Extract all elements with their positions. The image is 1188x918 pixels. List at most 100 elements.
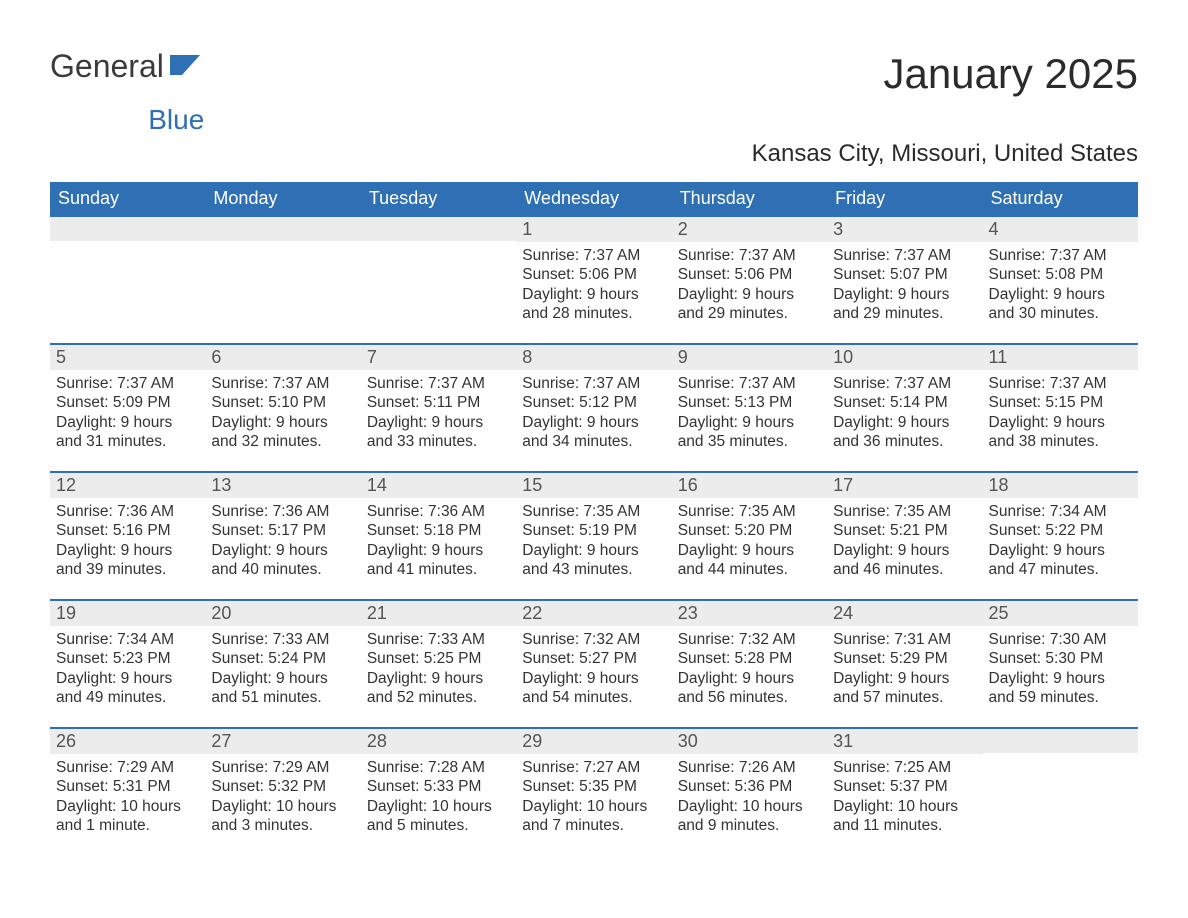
- day-detail-line: Daylight: 10 hours: [522, 797, 665, 816]
- logo-word2: Blue: [46, 104, 204, 136]
- day-detail-line: Sunset: 5:28 PM: [678, 649, 821, 668]
- day-detail-line: Sunset: 5:15 PM: [989, 393, 1132, 412]
- day-number-bar: 27: [205, 727, 360, 754]
- day-detail-line: Sunrise: 7:37 AM: [56, 374, 199, 393]
- calendar-cell: 20Sunrise: 7:33 AMSunset: 5:24 PMDayligh…: [205, 599, 360, 727]
- day-detail-line: Daylight: 9 hours: [522, 541, 665, 560]
- calendar-cell: 30Sunrise: 7:26 AMSunset: 5:36 PMDayligh…: [672, 727, 827, 855]
- day-number-bar: 2: [672, 215, 827, 242]
- weekday-header: Sunday: [50, 182, 205, 215]
- day-detail-line: Daylight: 9 hours: [211, 413, 354, 432]
- day-detail-line: Daylight: 9 hours: [833, 285, 976, 304]
- day-detail-line: and 41 minutes.: [367, 560, 510, 579]
- day-detail-line: and 49 minutes.: [56, 688, 199, 707]
- day-detail-line: and 9 minutes.: [678, 816, 821, 835]
- day-detail-line: Sunset: 5:12 PM: [522, 393, 665, 412]
- day-detail-line: and 28 minutes.: [522, 304, 665, 323]
- day-detail-line: and 29 minutes.: [678, 304, 821, 323]
- day-detail-line: and 38 minutes.: [989, 432, 1132, 451]
- day-detail-line: Daylight: 9 hours: [211, 541, 354, 560]
- calendar-cell: 21Sunrise: 7:33 AMSunset: 5:25 PMDayligh…: [361, 599, 516, 727]
- day-detail-line: Daylight: 9 hours: [833, 669, 976, 688]
- calendar-cell: 28Sunrise: 7:28 AMSunset: 5:33 PMDayligh…: [361, 727, 516, 855]
- day-detail-line: Sunrise: 7:32 AM: [522, 630, 665, 649]
- day-number-bar: 13: [205, 471, 360, 498]
- page-subtitle: Kansas City, Missouri, United States: [50, 140, 1138, 168]
- day-number-bar: 17: [827, 471, 982, 498]
- weekday-header: Saturday: [983, 182, 1138, 215]
- day-details: Sunrise: 7:37 AMSunset: 5:08 PMDaylight:…: [983, 242, 1138, 332]
- day-details: Sunrise: 7:37 AMSunset: 5:15 PMDaylight:…: [983, 370, 1138, 460]
- day-details: Sunrise: 7:29 AMSunset: 5:32 PMDaylight:…: [205, 754, 360, 844]
- weekday-header: Wednesday: [516, 182, 671, 215]
- day-details: Sunrise: 7:37 AMSunset: 5:09 PMDaylight:…: [50, 370, 205, 460]
- calendar-cell: 13Sunrise: 7:36 AMSunset: 5:17 PMDayligh…: [205, 471, 360, 599]
- day-number-bar: 22: [516, 599, 671, 626]
- day-detail-line: Sunset: 5:37 PM: [833, 777, 976, 796]
- day-detail-line: Daylight: 10 hours: [678, 797, 821, 816]
- day-detail-line: Sunrise: 7:26 AM: [678, 758, 821, 777]
- day-detail-line: Sunset: 5:35 PM: [522, 777, 665, 796]
- day-detail-line: Daylight: 9 hours: [989, 285, 1132, 304]
- calendar-week: 19Sunrise: 7:34 AMSunset: 5:23 PMDayligh…: [50, 599, 1138, 727]
- day-details: Sunrise: 7:33 AMSunset: 5:24 PMDaylight:…: [205, 626, 360, 716]
- day-detail-line: Sunrise: 7:37 AM: [367, 374, 510, 393]
- calendar-cell: [50, 215, 205, 343]
- day-number-bar: 21: [361, 599, 516, 626]
- day-detail-line: Daylight: 9 hours: [678, 413, 821, 432]
- calendar-week: 1Sunrise: 7:37 AMSunset: 5:06 PMDaylight…: [50, 215, 1138, 343]
- day-number-bar: 5: [50, 343, 205, 370]
- day-detail-line: Daylight: 9 hours: [989, 541, 1132, 560]
- day-details: Sunrise: 7:37 AMSunset: 5:06 PMDaylight:…: [672, 242, 827, 332]
- calendar-cell: [361, 215, 516, 343]
- day-detail-line: Sunset: 5:36 PM: [678, 777, 821, 796]
- day-detail-line: Sunset: 5:32 PM: [211, 777, 354, 796]
- calendar-cell: 18Sunrise: 7:34 AMSunset: 5:22 PMDayligh…: [983, 471, 1138, 599]
- day-detail-line: Sunset: 5:20 PM: [678, 521, 821, 540]
- day-detail-line: and 39 minutes.: [56, 560, 199, 579]
- day-detail-line: Sunrise: 7:37 AM: [989, 246, 1132, 265]
- day-details: Sunrise: 7:36 AMSunset: 5:18 PMDaylight:…: [361, 498, 516, 588]
- calendar-cell: [205, 215, 360, 343]
- logo: General Blue: [50, 50, 204, 136]
- day-details: Sunrise: 7:29 AMSunset: 5:31 PMDaylight:…: [50, 754, 205, 844]
- day-number-bar: 6: [205, 343, 360, 370]
- day-detail-line: Daylight: 10 hours: [211, 797, 354, 816]
- day-number-bar: 7: [361, 343, 516, 370]
- calendar-week: 5Sunrise: 7:37 AMSunset: 5:09 PMDaylight…: [50, 343, 1138, 471]
- calendar-cell: 27Sunrise: 7:29 AMSunset: 5:32 PMDayligh…: [205, 727, 360, 855]
- day-detail-line: and 31 minutes.: [56, 432, 199, 451]
- day-detail-line: and 5 minutes.: [367, 816, 510, 835]
- day-detail-line: Sunrise: 7:37 AM: [833, 374, 976, 393]
- day-detail-line: and 11 minutes.: [833, 816, 976, 835]
- day-detail-line: Sunrise: 7:35 AM: [678, 502, 821, 521]
- calendar-week: 26Sunrise: 7:29 AMSunset: 5:31 PMDayligh…: [50, 727, 1138, 855]
- weekday-header: Thursday: [672, 182, 827, 215]
- day-details: Sunrise: 7:37 AMSunset: 5:06 PMDaylight:…: [516, 242, 671, 332]
- day-number-bar: 14: [361, 471, 516, 498]
- day-detail-line: Sunrise: 7:36 AM: [56, 502, 199, 521]
- day-detail-line: and 57 minutes.: [833, 688, 976, 707]
- day-number-bar: 3: [827, 215, 982, 242]
- calendar-cell: 17Sunrise: 7:35 AMSunset: 5:21 PMDayligh…: [827, 471, 982, 599]
- day-number-bar: 9: [672, 343, 827, 370]
- day-detail-line: Sunset: 5:09 PM: [56, 393, 199, 412]
- calendar-cell: 26Sunrise: 7:29 AMSunset: 5:31 PMDayligh…: [50, 727, 205, 855]
- day-detail-line: Sunset: 5:17 PM: [211, 521, 354, 540]
- day-details: Sunrise: 7:31 AMSunset: 5:29 PMDaylight:…: [827, 626, 982, 716]
- day-number-bar: 16: [672, 471, 827, 498]
- calendar-cell: 9Sunrise: 7:37 AMSunset: 5:13 PMDaylight…: [672, 343, 827, 471]
- day-detail-line: Daylight: 9 hours: [367, 669, 510, 688]
- calendar-cell: 16Sunrise: 7:35 AMSunset: 5:20 PMDayligh…: [672, 471, 827, 599]
- day-detail-line: Sunset: 5:18 PM: [367, 521, 510, 540]
- weekday-header: Friday: [827, 182, 982, 215]
- calendar-cell: 3Sunrise: 7:37 AMSunset: 5:07 PMDaylight…: [827, 215, 982, 343]
- day-detail-line: Daylight: 9 hours: [833, 413, 976, 432]
- day-detail-line: Sunrise: 7:35 AM: [522, 502, 665, 521]
- day-detail-line: Sunrise: 7:31 AM: [833, 630, 976, 649]
- day-detail-line: Daylight: 9 hours: [522, 669, 665, 688]
- day-detail-line: Sunrise: 7:35 AM: [833, 502, 976, 521]
- header: General Blue January 2025: [50, 50, 1138, 136]
- calendar-cell: 1Sunrise: 7:37 AMSunset: 5:06 PMDaylight…: [516, 215, 671, 343]
- day-number-bar: 23: [672, 599, 827, 626]
